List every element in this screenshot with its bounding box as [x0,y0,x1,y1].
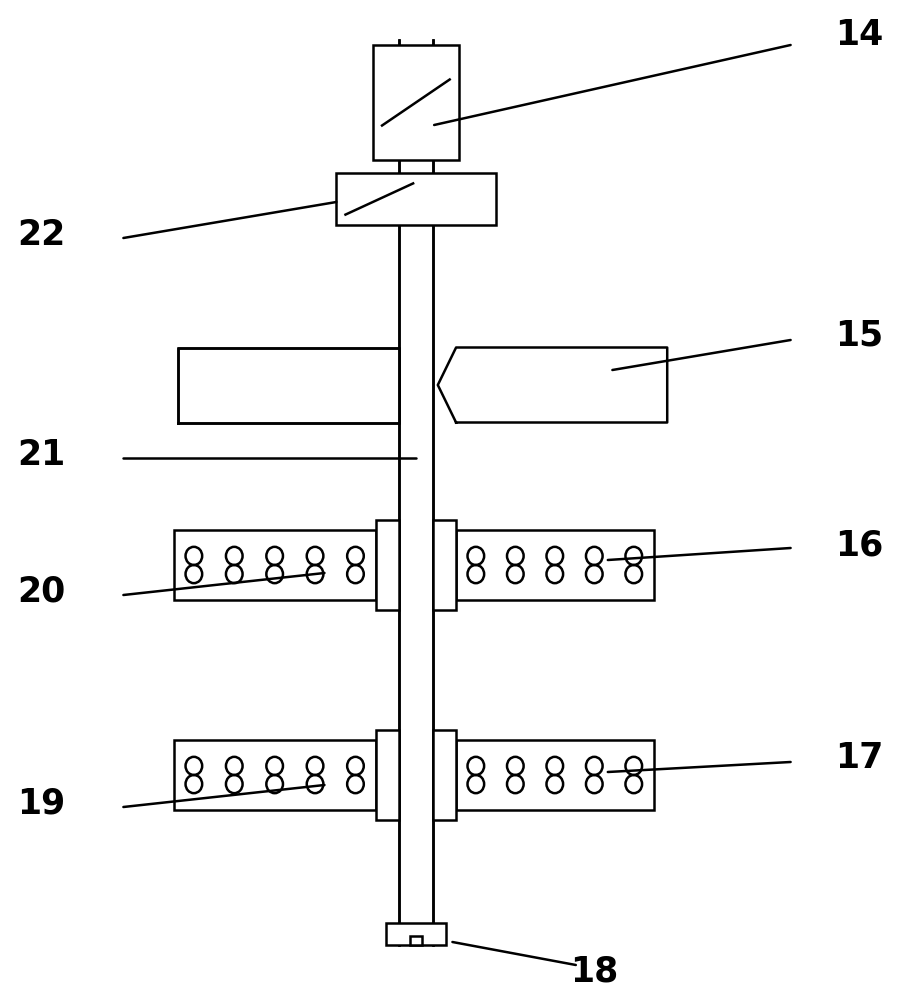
Bar [456,530,654,600]
Bar [433,520,456,610]
Text: 15: 15 [835,318,883,352]
Polygon shape [438,348,667,422]
Text: 22: 22 [17,218,65,252]
Bar [336,173,496,225]
Bar [456,740,654,810]
Text: 20: 20 [17,575,65,609]
Bar [373,45,459,160]
Text: 19: 19 [17,787,65,821]
Text: 18: 18 [570,955,618,989]
Bar [409,936,422,945]
Text: 21: 21 [17,438,65,472]
Text: 16: 16 [835,528,883,562]
Bar [433,730,456,820]
Bar [376,730,399,820]
Bar [174,530,376,600]
Bar [376,520,399,610]
Text: 14: 14 [835,18,883,52]
Text: 17: 17 [835,741,883,775]
Bar [174,740,376,810]
Bar [178,348,399,422]
Bar [386,923,446,945]
